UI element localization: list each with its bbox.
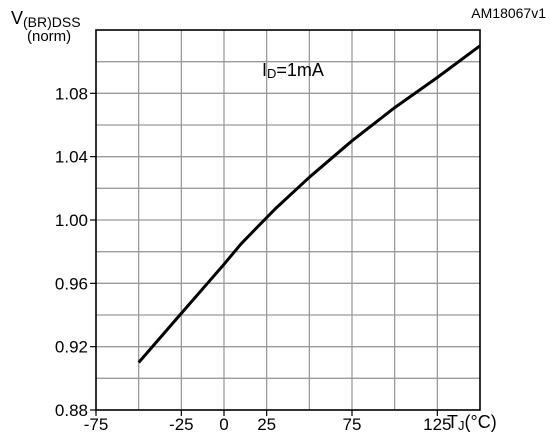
y-tick-label: 1.00 <box>55 211 88 230</box>
y-tick-label: 1.08 <box>55 84 88 103</box>
figure-code: AM18067v1 <box>471 5 546 21</box>
condition-annotation-value: =1mA <box>276 60 324 80</box>
x-tick-label: 0 <box>219 415 228 434</box>
x-tick-label: 25 <box>257 415 276 434</box>
y-axis-label: V(BR)DSS <box>11 8 81 30</box>
y-axis-label-main: V <box>11 8 24 28</box>
x-axis-label: TJ(°C) <box>447 411 497 435</box>
axis-ticks <box>90 92 438 416</box>
x-tick-label: -75 <box>84 415 109 434</box>
x-tick-label: 125 <box>423 415 451 434</box>
y-axis-label-norm: (norm) <box>27 28 72 45</box>
condition-annotation-main: I <box>262 60 268 80</box>
x-tick-label: -25 <box>169 415 194 434</box>
condition-annotation: ID=1mA <box>262 59 324 83</box>
y-tick-label: 0.96 <box>55 274 88 293</box>
y-axis-label-subscript: (BR)DSS <box>23 14 81 30</box>
y-tick-label: 0.92 <box>55 338 88 357</box>
condition-annotation-subscript: D <box>267 66 277 81</box>
x-tick-label: 75 <box>343 415 362 434</box>
x-axis-label-main: T <box>447 412 458 432</box>
y-tick-label: 0.88 <box>55 401 88 420</box>
plot-frame <box>95 29 481 411</box>
x-axis-label-unit: (°C) <box>464 412 497 432</box>
grid-major <box>138 30 438 410</box>
series-line <box>137 44 481 364</box>
x-axis-label-subscript: J <box>458 418 465 433</box>
grid-minor <box>96 61 480 379</box>
y-tick-label: 1.04 <box>55 148 88 167</box>
tick-labels: -75 -25 0 25 75 125 0.88 0.92 0.96 1.00 1.04 1.08 <box>55 84 452 434</box>
